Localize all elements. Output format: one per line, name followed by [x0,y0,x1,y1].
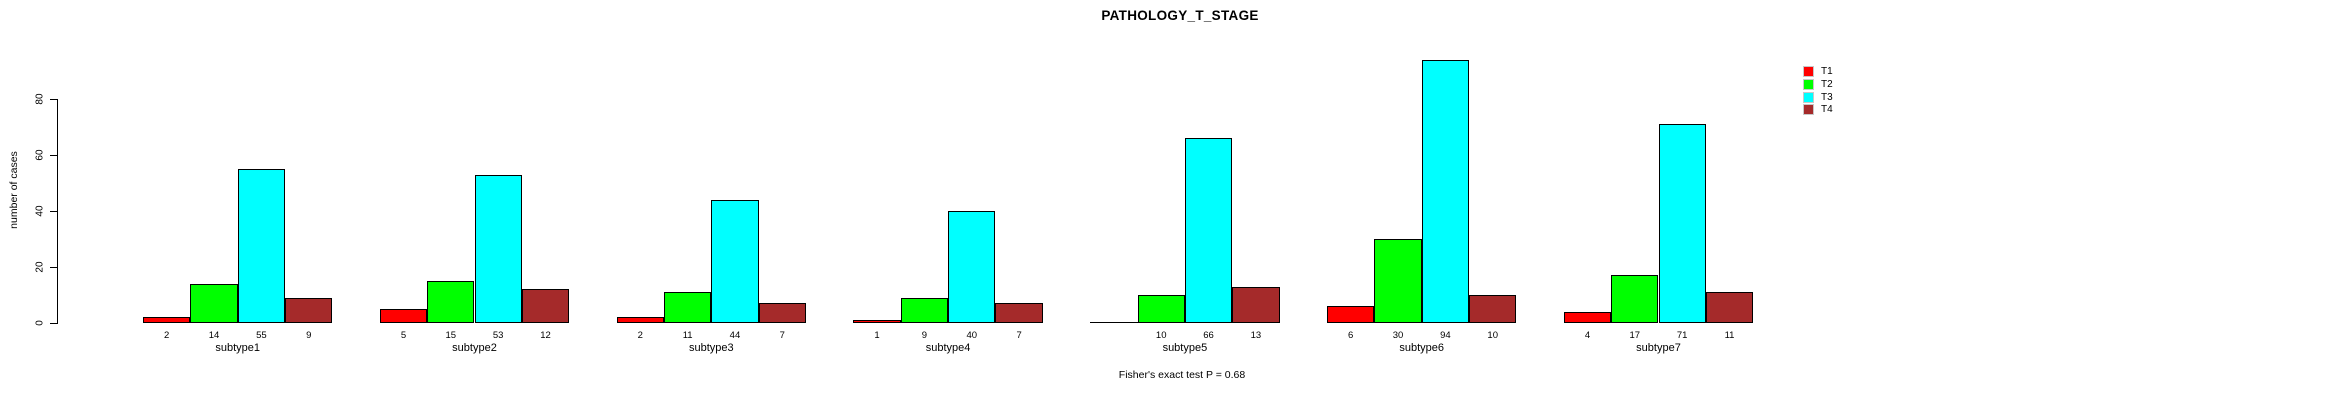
zero-height-bar-t1-subtype5 [1090,322,1138,323]
bar-value-label: 53 [492,330,504,341]
category-label-subtype4: subtype4 [925,342,971,354]
bar-t3-subtype5 [1184,138,1233,323]
legend-swatch-t2 [1803,78,1814,90]
bar-value-label: 2 [164,330,170,341]
bar-t1-subtype3 [616,317,664,323]
bar-t3-subtype2 [474,174,522,323]
caption: Fisher's exact test P = 0.68 [1118,369,1246,381]
y-axis-label: number of cases [8,151,20,229]
legend-swatch-t4 [1803,104,1814,116]
bar-t3-subtype1 [237,169,286,323]
y-axis-tick [50,323,57,324]
bar-value-label: 15 [445,330,457,341]
bar-t4-subtype5 [1232,286,1280,323]
bar-t3-subtype3 [711,199,759,323]
bar-value-label: 55 [256,330,267,341]
legend-label-t4: T4 [1821,104,1833,116]
bar-t1-subtype6 [1327,306,1375,323]
bar-t2-subtype1 [190,283,238,323]
bar-value-label: 11 [1724,330,1735,341]
y-axis-tick-label: 60 [34,149,46,161]
bar-t2-subtype2 [427,281,475,323]
bar-t2-subtype4 [900,297,949,323]
bar-value-label: 44 [729,330,741,341]
y-axis-tick-label: 0 [34,320,46,326]
y-axis-tick-label: 20 [34,261,46,273]
legend-swatch-t3 [1803,91,1814,103]
bar-t4-subtype3 [758,303,806,323]
y-axis-tick [50,211,57,212]
bar-t2-subtype6 [1374,239,1422,323]
bar-value-label: 11 [682,330,693,341]
bar-value-label: 71 [1676,330,1688,341]
bar-t1-subtype1 [143,317,191,323]
bar-value-label: 2 [637,330,643,341]
bar-value-label: 17 [1629,330,1641,341]
bar-value-label: 12 [540,330,551,341]
y-axis-tick [50,99,57,100]
bar-t4-subtype1 [285,297,333,323]
bar-value-label: 7 [1016,330,1022,341]
y-axis-line [57,99,58,324]
bar-t4-subtype7 [1705,292,1754,323]
category-label-subtype5: subtype5 [1162,342,1208,354]
bar-value-label: 6 [1348,330,1354,341]
category-label-subtype2: subtype2 [452,342,497,354]
bar-value-label: 4 [1584,330,1591,341]
category-label-subtype7: subtype7 [1636,342,1681,354]
bar-t1-subtype7 [1563,311,1612,323]
bar-t4-subtype6 [1469,295,1517,323]
bar-value-label: 10 [1155,330,1167,341]
bar-value-label: 1 [874,330,880,341]
bar-t2-subtype7 [1611,275,1659,323]
legend-label-t1: T1 [1821,66,1833,77]
bar-value-label: 94 [1440,330,1451,341]
bar-t3-subtype6 [1421,59,1470,323]
bar-t1-subtype4 [853,320,901,323]
bar-value-label: 9 [306,330,312,341]
legend-label-t2: T2 [1821,78,1833,90]
bar-value-label: 13 [1250,330,1262,341]
bar-t3-subtype7 [1658,124,1706,323]
bar-value-label: 5 [400,330,407,341]
bar-t4-subtype4 [995,303,1043,323]
bar-t2-subtype3 [663,292,712,323]
bar-value-label: 40 [966,330,978,341]
bar-value-label: 14 [208,330,220,341]
bar-value-label: 7 [779,330,785,341]
y-axis-tick [50,155,57,156]
bar-t2-subtype5 [1137,295,1185,323]
bar-t1-subtype2 [379,309,428,323]
bar-value-label: 10 [1487,330,1499,341]
legend-label-t3: T3 [1821,91,1833,103]
bar-value-label: 9 [921,330,928,341]
bar-value-label: 30 [1392,330,1404,341]
bar-t4-subtype2 [521,289,570,323]
bar-value-label: 66 [1203,330,1214,341]
category-label-subtype1: subtype1 [215,342,261,354]
legend-swatch-t1 [1803,66,1814,77]
category-label-subtype3: subtype3 [688,342,734,354]
y-axis-tick-label: 80 [34,93,46,105]
category-label-subtype6: subtype6 [1399,342,1445,354]
chart-title: PATHOLOGY_T_STAGE [1101,8,1259,23]
bar-t3-subtype4 [948,211,996,323]
y-axis-tick [50,267,57,268]
y-axis-tick-label: 40 [34,205,46,217]
